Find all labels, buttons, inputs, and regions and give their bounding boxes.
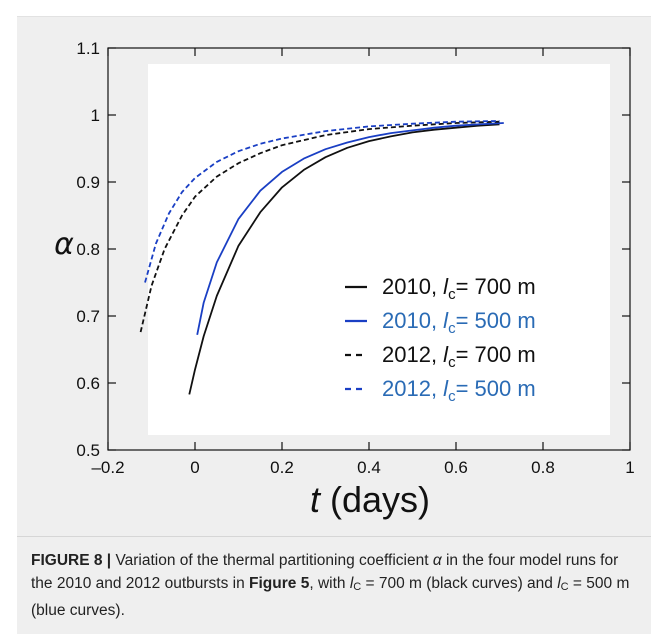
x-tick-label: 0 [190,458,199,477]
x-tick-label: 1 [625,458,634,477]
series-line-3 [139,120,500,333]
y-tick-label: 0.6 [76,374,100,393]
y-axis-label: α [54,227,74,262]
legend: 2010, lc= 700 m 2010, lc= 500 m 2012, lc= … [345,274,536,405]
y-tick-label: 1 [91,106,100,125]
legend-entry-3: 2012, lc= 700 m [382,342,536,371]
caption-text-4: = 700 m (black curves) and [361,575,558,592]
caption-alpha: α [432,552,442,569]
series-line-1 [188,123,500,395]
x-tick-label: 0.8 [531,458,555,477]
caption-var-1: l [349,575,354,592]
caption-sub-2: C [560,581,569,593]
caption-text-2: in the four model runs for the 2010 and … [31,552,619,592]
legend-entry-4: 2012, lc= 500 m [382,376,536,405]
legend-entry-1: 2010, lc= 700 m [382,274,536,303]
y-tick-label: 0.9 [76,173,100,192]
series-line-2 [196,122,504,335]
y-tick-label: 1.1 [76,39,100,58]
caption-var-2: l [557,575,561,592]
x-axis-label: t (days) [310,479,430,520]
line-chart: –0.2 0 0.2 0.4 0.6 0.8 10.50.60.70.80.911.1 α … [54,39,635,520]
caption-label: FIGURE 8 | [31,552,112,569]
x-tick-label: 0.6 [444,458,468,477]
figure-caption: FIGURE 8 | Variation of the thermal part… [17,536,651,634]
axis-ticks: –0.2 0 0.2 0.4 0.6 0.8 1 0.5 0.6 0.7 0.8 0.9 1 1.1 [76,39,634,477]
caption-text-5: = 500 m (blue curves). [31,575,630,619]
y-tick-label: 0.7 [76,307,100,326]
x-tick-label: –0.2 [91,458,124,477]
x-tick-label: 0.2 [270,458,294,477]
caption-text-3: , with [309,575,350,592]
series-line-4 [144,120,500,283]
plot-background [148,64,610,435]
y-tick-label: 0.8 [76,240,100,259]
legend-entry-2: 2010, lc= 500 m [382,308,536,337]
x-tick-label: 0.4 [357,458,381,477]
caption-figure-link[interactable]: Figure 5 [249,575,310,592]
x-axis-unit: (days) [320,479,430,520]
series-layer [139,120,504,395]
caption-sub-1: C [353,581,362,593]
x-axis-variable: t [310,479,322,520]
caption-text-1: Variation of the thermal partitioning co… [111,552,433,569]
y-tick-label: 0.5 [76,441,100,460]
